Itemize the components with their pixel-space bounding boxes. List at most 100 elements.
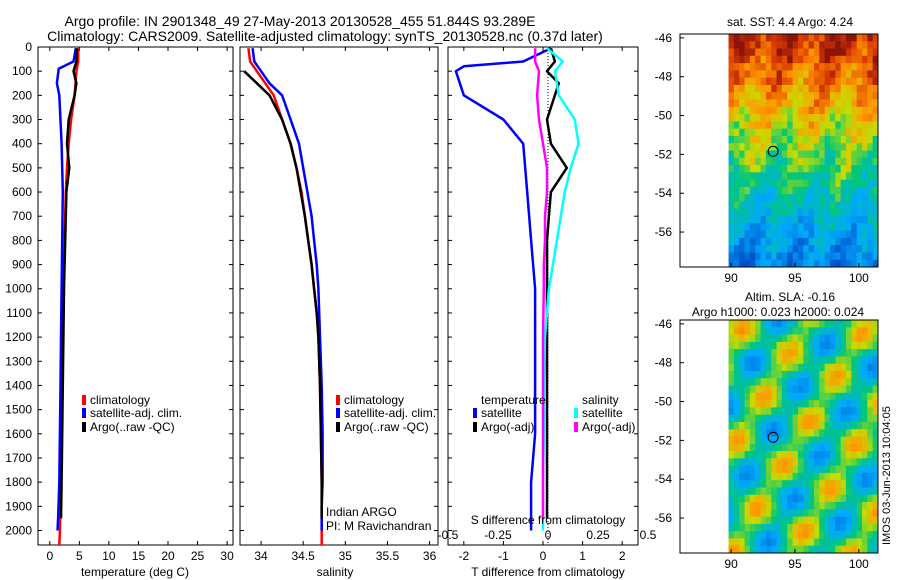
map-cell xyxy=(776,327,783,335)
map-cell xyxy=(829,245,836,253)
map-cell xyxy=(733,451,740,459)
map-cell xyxy=(792,179,799,188)
map-cell xyxy=(851,208,858,217)
map-cell xyxy=(824,114,831,122)
map-cell xyxy=(824,172,831,181)
map-cell xyxy=(851,502,858,510)
map-cell xyxy=(813,63,820,71)
map-cell xyxy=(739,70,745,79)
map-cell xyxy=(867,516,874,525)
map-cell xyxy=(872,356,879,365)
map-cell xyxy=(808,487,815,496)
x-tick-label: 20 xyxy=(161,549,175,563)
map-cell xyxy=(797,77,804,86)
map-cell xyxy=(765,458,772,467)
map-cell xyxy=(829,400,836,408)
map-cell xyxy=(771,230,777,239)
map-cell xyxy=(733,334,740,343)
legend-label-climatology: climatology xyxy=(90,393,150,407)
map-cell xyxy=(856,70,863,79)
map-cell xyxy=(803,414,810,423)
map-cell xyxy=(749,531,756,539)
map-cell xyxy=(861,523,868,532)
map-cell xyxy=(813,121,820,130)
map-cell xyxy=(739,55,745,64)
map-cell xyxy=(813,451,820,459)
map-cell xyxy=(797,201,804,210)
map-cell xyxy=(781,341,788,350)
map-cell xyxy=(749,502,756,510)
map-cell xyxy=(845,341,852,350)
map-cell xyxy=(728,216,735,224)
map-cell xyxy=(824,34,831,42)
map-cell xyxy=(755,502,761,510)
map-cell xyxy=(771,531,777,539)
map-cell xyxy=(803,516,810,525)
map-cell xyxy=(840,370,847,379)
map-cell xyxy=(819,523,826,532)
map-cell xyxy=(765,538,772,547)
map-cell xyxy=(803,363,810,372)
map-cell xyxy=(872,451,879,459)
map-cell xyxy=(755,545,761,554)
map-cell xyxy=(803,77,810,86)
y-tick-label: 800 xyxy=(12,233,32,247)
map-cell xyxy=(851,223,858,231)
map-cell xyxy=(851,179,858,188)
map-cell xyxy=(728,451,735,459)
map-cell xyxy=(776,106,783,115)
map-cell xyxy=(749,363,756,372)
map-cell xyxy=(824,363,831,372)
map-cell xyxy=(797,421,804,430)
map-cell xyxy=(824,502,831,510)
map-cell xyxy=(840,135,847,144)
sla-map-title: Altim. SLA: -0.16 xyxy=(745,290,835,304)
map-cell xyxy=(845,92,852,100)
map-cell xyxy=(739,545,745,554)
map-cell xyxy=(813,320,820,328)
map-cell xyxy=(867,407,874,416)
map-cell xyxy=(787,128,793,137)
map-cell xyxy=(728,99,735,108)
salinity-xlabel: salinity xyxy=(317,565,354,579)
map-cell xyxy=(845,77,852,86)
map-cell xyxy=(851,216,858,224)
map-cell xyxy=(867,121,874,130)
map-cell xyxy=(797,502,804,510)
map-cell xyxy=(755,63,761,71)
map-cell xyxy=(813,157,820,166)
map-cell xyxy=(824,259,831,268)
map-cell xyxy=(813,465,820,474)
map-cell xyxy=(835,349,842,357)
map-cell xyxy=(829,436,836,445)
map-cell xyxy=(867,523,874,532)
map-cell xyxy=(781,172,788,181)
map-cell xyxy=(797,327,804,335)
map-cell xyxy=(813,106,820,115)
map-cell xyxy=(872,230,879,239)
map-cell xyxy=(824,487,831,496)
map-cell xyxy=(749,458,756,467)
map-cell xyxy=(845,385,852,394)
map-cell xyxy=(739,172,745,181)
map-cell xyxy=(787,165,793,173)
map-cell xyxy=(787,414,793,423)
map-cell xyxy=(755,70,761,79)
map-cell xyxy=(781,385,788,394)
lat-tick-label: -50 xyxy=(655,395,673,409)
map-cell xyxy=(760,370,767,379)
map-cell xyxy=(744,487,751,496)
map-cell xyxy=(856,327,863,335)
map-cell xyxy=(845,414,852,423)
map-cell xyxy=(771,436,777,445)
map-cell xyxy=(760,237,767,246)
map-cell xyxy=(739,407,745,416)
map-cell xyxy=(813,436,820,445)
map-cell xyxy=(728,245,735,253)
map-cell xyxy=(803,41,810,49)
map-cell xyxy=(845,458,852,467)
map-cell xyxy=(776,157,783,166)
map-cell xyxy=(755,414,761,423)
map-cell xyxy=(813,414,820,423)
map-cell xyxy=(792,106,799,115)
